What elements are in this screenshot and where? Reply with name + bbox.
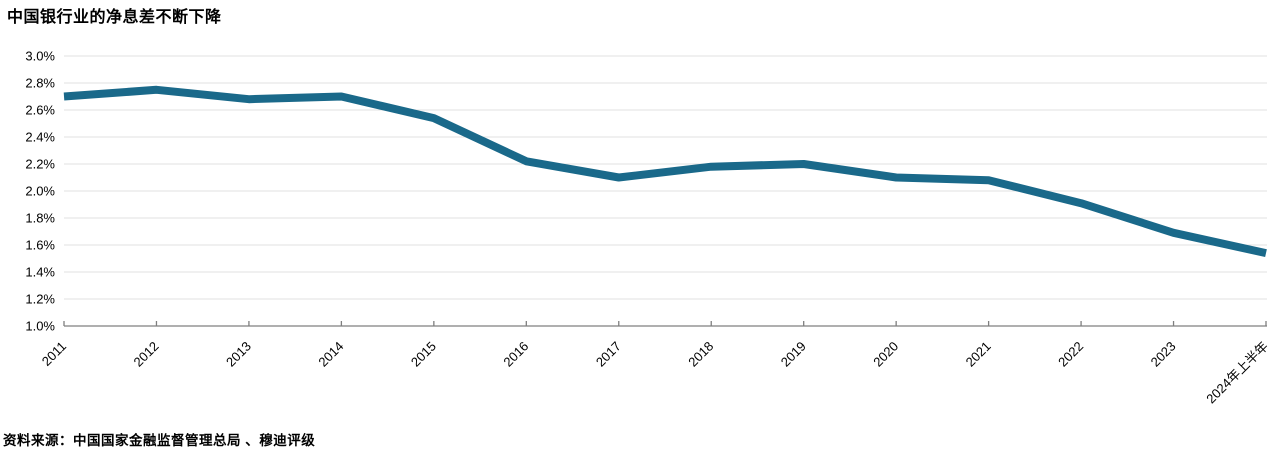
x-tick-label: 2022 xyxy=(1055,339,1086,370)
y-tick-label: 2.0% xyxy=(25,184,55,199)
y-tick-label: 2.6% xyxy=(25,103,55,118)
x-tick-label: 2018 xyxy=(685,339,716,370)
y-tick-label: 3.0% xyxy=(25,49,55,64)
x-tick-label: 2024年上半年 xyxy=(1203,339,1271,407)
x-tick-label: 2021 xyxy=(963,339,994,370)
x-tick-label: 2012 xyxy=(131,339,162,370)
y-tick-label: 1.8% xyxy=(25,211,55,226)
x-tick-label: 2013 xyxy=(223,339,254,370)
source-note: 资料来源：中国国家金融监督管理总局 、穆迪评级 xyxy=(3,433,316,448)
nim-line-series xyxy=(63,85,1267,258)
y-tick-label: 2.4% xyxy=(25,130,55,145)
x-tick-label: 2019 xyxy=(778,339,809,370)
x-tick-label: 2011 xyxy=(39,339,69,369)
y-tick-label: 1.4% xyxy=(25,265,55,280)
x-tick-label: 2014 xyxy=(315,339,346,370)
x-tick-label: 2016 xyxy=(500,339,531,370)
x-tick-label: 2017 xyxy=(593,339,624,370)
page-title: 中国银行业的净息差不断下降 xyxy=(7,9,222,26)
y-tick-label: 1.2% xyxy=(25,292,55,307)
x-tick-label: 2023 xyxy=(1148,339,1179,370)
y-tick-label: 1.0% xyxy=(25,319,55,334)
x-tick-label: 2020 xyxy=(870,339,901,370)
x-tick-label: 2015 xyxy=(408,339,439,370)
y-tick-label: 2.2% xyxy=(25,157,55,172)
y-tick-label: 2.8% xyxy=(25,76,55,91)
y-tick-label: 1.6% xyxy=(25,238,55,253)
